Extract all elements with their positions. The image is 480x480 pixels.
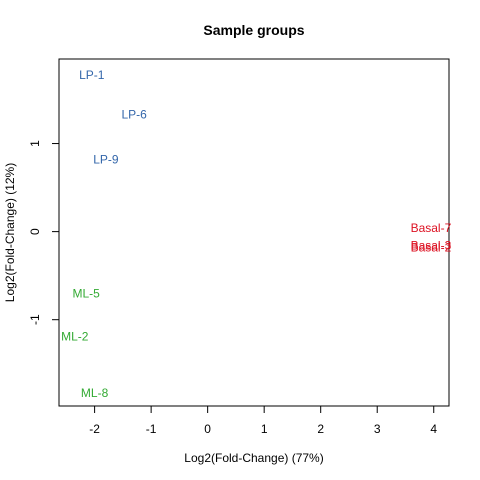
x-axis: -2 -1 0 1 2 3 4 (89, 405, 437, 436)
y-tick-label: 1 (28, 140, 42, 147)
point-label: Basal-3 (411, 239, 452, 253)
point-label: ML-2 (61, 329, 89, 343)
point-label: Basal-2 (411, 240, 452, 254)
x-tick-label: 0 (204, 422, 211, 436)
point-label: ML-8 (81, 386, 109, 400)
x-tick-label: 2 (317, 422, 324, 436)
y-tick-label: -1 (28, 314, 42, 325)
chart-title: Sample groups (203, 22, 304, 38)
point-label: Basal-7 (411, 221, 452, 235)
x-tick-label: 4 (430, 422, 437, 436)
x-axis-label: Log2(Fold-Change) (77%) (184, 451, 323, 465)
x-tick-label: -1 (146, 422, 157, 436)
point-label: LP-1 (79, 68, 105, 82)
point-labels: LP-1 LP-6 LP-9 ML-5 ML-2 ML-8 Basal-7 Basal-3Ba… (61, 68, 451, 400)
x-tick-label: 3 (374, 422, 381, 436)
x-tick-label: 1 (261, 422, 268, 436)
point-label: ML-5 (72, 286, 100, 300)
point-label: LP-9 (93, 152, 119, 166)
y-tick-label: 0 (28, 228, 42, 235)
y-axis-label: Log2(Fold-Change) (12%) (3, 163, 17, 302)
y-axis: -1 0 1 (28, 140, 60, 325)
point-label: LP-6 (121, 107, 147, 121)
x-tick-label: -2 (89, 422, 100, 436)
plot-frame (58, 58, 450, 407)
